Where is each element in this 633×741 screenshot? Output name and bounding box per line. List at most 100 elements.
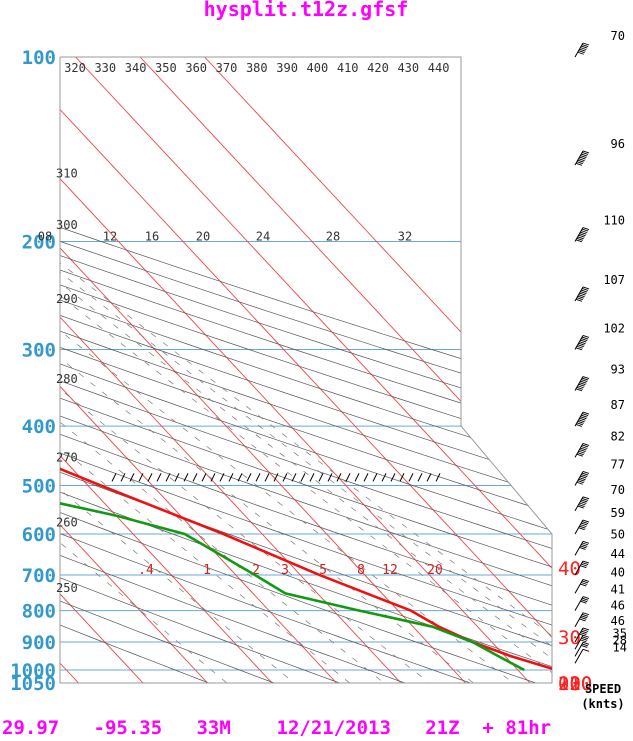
dry-adiabat bbox=[60, 57, 282, 683]
isotherm-right-label: 0 bbox=[558, 673, 569, 695]
wind-barb-flag bbox=[582, 442, 590, 446]
wind-barb bbox=[574, 496, 584, 512]
wind-barb-flag bbox=[577, 452, 584, 456]
tropopause-hatch bbox=[309, 473, 315, 482]
wind-barb-flag bbox=[581, 562, 589, 566]
isotherm-line bbox=[60, 57, 552, 683]
wind-barb-flag bbox=[580, 616, 587, 620]
wind-barb-flag bbox=[581, 289, 588, 293]
plot-frame bbox=[59, 56, 553, 684]
wind-barb-flag bbox=[579, 48, 586, 52]
wind-barb bbox=[574, 150, 584, 166]
wind-barb-flag bbox=[582, 227, 590, 230]
dry-adiabat bbox=[60, 57, 552, 683]
wind-speed-label: 14 bbox=[613, 640, 627, 654]
wind-barb-flag bbox=[581, 637, 588, 641]
wind-barb-flag bbox=[578, 383, 585, 387]
wind-barb bbox=[574, 519, 584, 535]
mixing-ratio-line bbox=[60, 241, 228, 683]
wind-barb-flag bbox=[576, 237, 583, 241]
mixing-ratio-line bbox=[60, 241, 514, 683]
wind-speed-label: 110 bbox=[603, 214, 625, 228]
wind-barb-flag bbox=[576, 422, 583, 426]
wind-barb-flag bbox=[581, 336, 589, 340]
isotherm-line bbox=[60, 57, 402, 683]
wind-barb bbox=[574, 42, 584, 58]
tropopause-hatch bbox=[318, 473, 324, 482]
wind-barb-flag bbox=[581, 543, 588, 547]
wind-barb-flag bbox=[580, 416, 587, 420]
wind-barb-flag bbox=[581, 45, 588, 49]
dewpoint-profile-line bbox=[60, 57, 525, 672]
dry-adiabat bbox=[60, 57, 552, 683]
wind-speed-label: 46 bbox=[611, 614, 625, 628]
mixing-ratio-line bbox=[60, 241, 474, 683]
theta-left-label: 300 bbox=[56, 218, 78, 232]
wind-barb-flag bbox=[579, 502, 586, 506]
wind-barb bbox=[574, 627, 584, 643]
wind-barb-flag bbox=[581, 521, 589, 524]
wind-barb-flag bbox=[575, 239, 583, 243]
wind-barb-flag bbox=[579, 547, 586, 550]
theta-top-label: 320 bbox=[64, 61, 86, 75]
wind-barb-flag bbox=[581, 497, 589, 501]
wind-barb bbox=[574, 227, 584, 242]
wind-barb-flag bbox=[581, 615, 588, 619]
wind-speed-label: 96 bbox=[611, 137, 625, 151]
mixing-ratio-label: 3 bbox=[281, 563, 289, 578]
theta-top-label: 330 bbox=[94, 61, 116, 75]
wind-barb-flag bbox=[580, 231, 587, 235]
wind-barbs: 7096110107102938782777059504440414646352… bbox=[574, 29, 627, 664]
wind-barb-flag bbox=[580, 447, 587, 451]
isotherm-line bbox=[60, 57, 273, 683]
tropopause-hatch bbox=[363, 473, 369, 482]
theta-top-label: 350 bbox=[155, 61, 177, 75]
tropopause-hatch bbox=[255, 473, 261, 482]
isotherm-line bbox=[204, 57, 552, 683]
wind-speed-label: 77 bbox=[611, 457, 625, 471]
wind-barb-flag bbox=[581, 44, 589, 47]
wind-barb bbox=[574, 471, 584, 486]
wind-barb-flag bbox=[576, 481, 583, 485]
wind-barb-flag bbox=[580, 47, 587, 51]
tropopause-hatch bbox=[408, 473, 414, 482]
wind-barb bbox=[574, 649, 584, 664]
pressure-tick-label: 400 bbox=[22, 416, 56, 438]
mixing-ratio-label: 12 bbox=[382, 563, 398, 578]
temperature-profile-line bbox=[60, 57, 552, 672]
tropopause-hatch bbox=[282, 473, 288, 482]
wind-speed-label: 28 bbox=[613, 633, 627, 647]
wind-barb-flag bbox=[577, 480, 584, 484]
wind-barb-flag bbox=[577, 420, 584, 424]
wind-barb-flag bbox=[580, 501, 587, 504]
wind-barb-flag bbox=[580, 600, 587, 604]
wind-barb-flag bbox=[582, 496, 590, 500]
isotherm-line bbox=[139, 57, 552, 683]
wind-barb-flag bbox=[582, 286, 590, 290]
tropopause-hatch bbox=[138, 473, 144, 482]
mixing-ratio-line bbox=[60, 241, 350, 683]
wind-barb-flag bbox=[577, 344, 584, 348]
wind-barb-flag bbox=[579, 156, 586, 160]
wind-barb-flag bbox=[582, 641, 590, 645]
wind-barb-flag bbox=[581, 643, 589, 647]
pressure-tick-label: 900 bbox=[22, 632, 56, 654]
pressure-tick-label: 1050 bbox=[10, 673, 56, 695]
wind-barb bbox=[574, 579, 584, 594]
tropopause-hatch bbox=[219, 473, 225, 482]
isotherm-right-label: -30 bbox=[558, 673, 592, 695]
tropopause-hatch bbox=[336, 473, 342, 482]
wind-barb-flag bbox=[582, 150, 590, 154]
wind-barb-flag bbox=[580, 339, 587, 343]
wind-barb-flag bbox=[579, 382, 586, 386]
theta-top-label: 420 bbox=[367, 61, 389, 75]
wind-barb bbox=[574, 376, 584, 391]
isotherm-right-label: 30 bbox=[558, 627, 581, 649]
pressure-tick-label: 300 bbox=[22, 339, 56, 361]
wind-barb-flag bbox=[581, 597, 589, 601]
tropopause-hatch bbox=[426, 473, 432, 482]
wind-speed-label: 46 bbox=[611, 599, 625, 613]
theta-left-label: 250 bbox=[56, 581, 78, 595]
wind-barb bbox=[574, 411, 584, 427]
wind-barb-flag bbox=[577, 159, 584, 163]
